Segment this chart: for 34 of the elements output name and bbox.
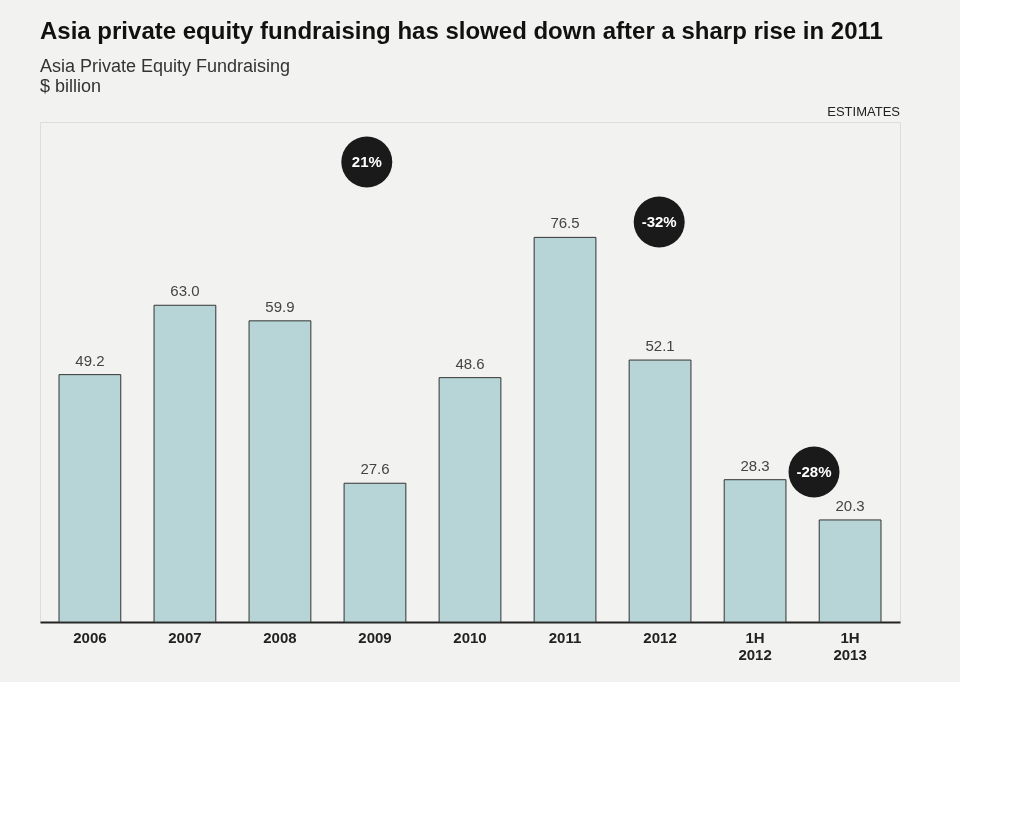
data-label: 27.6 (360, 460, 390, 478)
text: -32% (641, 213, 677, 230)
data-label: 76.5 (550, 214, 580, 232)
bar (438, 377, 502, 623)
x-tick-label: 2011 (548, 628, 582, 646)
data-label: 20.3 (835, 496, 865, 514)
bar (723, 479, 787, 623)
bar (153, 304, 217, 623)
data-label: 59.9 (265, 297, 295, 315)
bar (58, 374, 122, 623)
x-tick-label: 2009 (358, 628, 392, 646)
x-tick-label: 2012 (643, 628, 677, 646)
chart-subtitle: Asia Private Equity Fundraising (40, 56, 291, 76)
data-label: 49.2 (75, 351, 105, 369)
data-label: 28.3 (740, 456, 770, 474)
x-tick-label: 2008 (263, 628, 297, 646)
x-tick-label: 1H 2013 (833, 628, 867, 663)
bar (533, 236, 597, 623)
data-label: 52.1 (645, 337, 675, 355)
x-tick-label: 2007 (168, 628, 202, 646)
chart-title: Asia private equity fundraising has slowed down after a sharp rise in 2011 (40, 17, 883, 44)
text: ESTIMATES (827, 104, 901, 119)
data-label: 48.6 (455, 354, 485, 372)
data-label: 63.0 (170, 282, 200, 300)
x-tick-label: 2006 (73, 628, 107, 646)
bar (818, 519, 882, 623)
annotation: -28% (796, 463, 832, 480)
bar (248, 320, 312, 623)
text: $ billion (40, 76, 102, 96)
text: 21% (351, 153, 382, 170)
bar (343, 482, 407, 623)
x-tick-label: 1H 2012 (738, 628, 772, 663)
bar (628, 359, 692, 623)
x-tick-label: 2010 (453, 628, 487, 646)
